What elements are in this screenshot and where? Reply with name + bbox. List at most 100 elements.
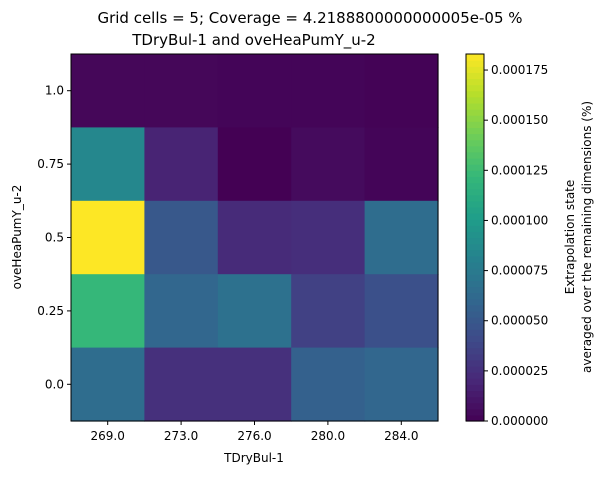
colorbar-segment bbox=[466, 127, 484, 135]
colorbar-segment bbox=[466, 102, 484, 110]
colorbar-segment bbox=[466, 176, 484, 184]
heatmap-cell bbox=[364, 200, 439, 275]
colorbar-segment bbox=[466, 115, 484, 122]
x-tick-label: 273.0 bbox=[164, 429, 198, 443]
heatmap-cell bbox=[217, 347, 292, 422]
heatmap-cell bbox=[144, 54, 219, 128]
colorbar-segment bbox=[466, 84, 484, 92]
colorbar-segment bbox=[466, 66, 484, 73]
heatmap-cell bbox=[217, 274, 292, 349]
colorbar-segment bbox=[466, 298, 484, 306]
colorbar-segment bbox=[466, 317, 484, 324]
x-axis-label: TDryBul-1 bbox=[223, 451, 284, 465]
colorbar-segment bbox=[466, 378, 484, 385]
heatmap-cell bbox=[71, 347, 145, 422]
colorbar-segment bbox=[466, 347, 484, 355]
colorbar-segment bbox=[466, 139, 484, 147]
heatmap-cell bbox=[364, 347, 439, 422]
colorbar-segment bbox=[466, 359, 484, 367]
colorbar-segment bbox=[466, 188, 484, 196]
heatmap-cell bbox=[71, 274, 145, 349]
y-tick-label: 0.0 bbox=[45, 377, 64, 391]
colorbar-tick-label: 0.000000 bbox=[491, 414, 548, 428]
y-tick-label: 0.25 bbox=[37, 304, 64, 318]
colorbar-segment bbox=[466, 200, 484, 208]
y-tick-label: 0.5 bbox=[45, 231, 64, 245]
colorbar-segment bbox=[466, 237, 484, 245]
colorbar-segment bbox=[466, 72, 484, 80]
heatmap-cell bbox=[217, 54, 292, 128]
heatmap-cell bbox=[291, 274, 366, 349]
heatmap-cell bbox=[291, 54, 366, 128]
colorbar-segment bbox=[466, 280, 484, 288]
x-tick-label: 280.0 bbox=[311, 429, 345, 443]
colorbar-segment bbox=[466, 286, 484, 294]
colorbar-segment bbox=[466, 292, 484, 300]
x-tick-label: 269.0 bbox=[91, 429, 125, 443]
chart-title-line1: Grid cells = 5; Coverage = 4.21888000000… bbox=[97, 9, 522, 27]
colorbar-segment bbox=[466, 390, 484, 398]
colorbar-segment bbox=[466, 213, 484, 220]
colorbar-tick-label: 0.000075 bbox=[491, 264, 548, 278]
colorbar-label-line2: averaged over the remaining dimensions (… bbox=[580, 101, 594, 373]
colorbar-segment bbox=[466, 145, 484, 153]
colorbar-segment bbox=[466, 206, 484, 214]
heatmap-cell bbox=[71, 54, 145, 128]
colorbar-label-line1: Extrapolation state bbox=[563, 180, 577, 295]
colorbar-segment bbox=[466, 304, 484, 312]
colorbar-segment bbox=[466, 182, 484, 190]
heatmap-cell bbox=[71, 200, 145, 275]
heatmap-cell bbox=[217, 127, 292, 202]
heatmap-cell bbox=[144, 274, 219, 349]
heatmap-cell bbox=[291, 347, 366, 422]
y-axis-label: oveHeaPumY_u-2 bbox=[10, 185, 24, 290]
colorbar-segment bbox=[466, 310, 484, 318]
heatmap-cell bbox=[217, 200, 292, 275]
heatmap-cell bbox=[144, 127, 219, 202]
colorbar-segment bbox=[466, 157, 484, 165]
colorbar-segment bbox=[466, 268, 484, 275]
x-tick-label: 284.0 bbox=[384, 429, 418, 443]
colorbar-segment bbox=[466, 414, 484, 422]
heatmap-cell bbox=[291, 200, 366, 275]
heatmap-cell bbox=[144, 200, 219, 275]
colorbar-segment bbox=[466, 151, 484, 159]
colorbar-segment bbox=[466, 225, 484, 232]
colorbar-tick-label: 0.000150 bbox=[491, 113, 548, 127]
colorbar-segment bbox=[466, 274, 484, 281]
colorbar-segment bbox=[466, 243, 484, 251]
colorbar-segment bbox=[466, 249, 484, 257]
heatmap-cell bbox=[291, 127, 366, 202]
colorbar-segment bbox=[466, 402, 484, 410]
heatmap-cell bbox=[364, 274, 439, 349]
colorbar-segment bbox=[466, 231, 484, 239]
colorbar-tick-label: 0.000050 bbox=[491, 314, 548, 328]
colorbar-segment bbox=[466, 54, 484, 61]
colorbar-segment bbox=[466, 78, 484, 86]
colorbar-segment bbox=[466, 353, 484, 361]
colorbar-tick-label: 0.000025 bbox=[491, 364, 548, 378]
colorbar-segment bbox=[466, 90, 484, 98]
colorbar-segment bbox=[466, 194, 484, 202]
colorbar-segment bbox=[466, 335, 484, 343]
colorbar-segment bbox=[466, 96, 484, 104]
x-tick-label: 276.0 bbox=[237, 429, 271, 443]
colorbar-segment bbox=[466, 164, 484, 171]
colorbar-segment bbox=[466, 109, 484, 116]
heatmap-cell bbox=[144, 347, 219, 422]
colorbar-tick-label: 0.000175 bbox=[491, 63, 548, 77]
colorbar-segment bbox=[466, 133, 484, 141]
colorbar-tick-label: 0.000125 bbox=[491, 163, 548, 177]
colorbar-segment bbox=[466, 408, 484, 416]
heatmap-cell bbox=[364, 54, 439, 128]
heatmap-cell bbox=[364, 127, 439, 202]
heatmap-cell bbox=[71, 127, 145, 202]
colorbar-segment bbox=[466, 323, 484, 330]
colorbar-segment bbox=[466, 255, 484, 263]
colorbar-segment bbox=[466, 219, 484, 226]
colorbar-segment bbox=[466, 396, 484, 404]
colorbar-segment bbox=[466, 60, 484, 67]
y-tick-label: 1.0 bbox=[45, 84, 64, 98]
